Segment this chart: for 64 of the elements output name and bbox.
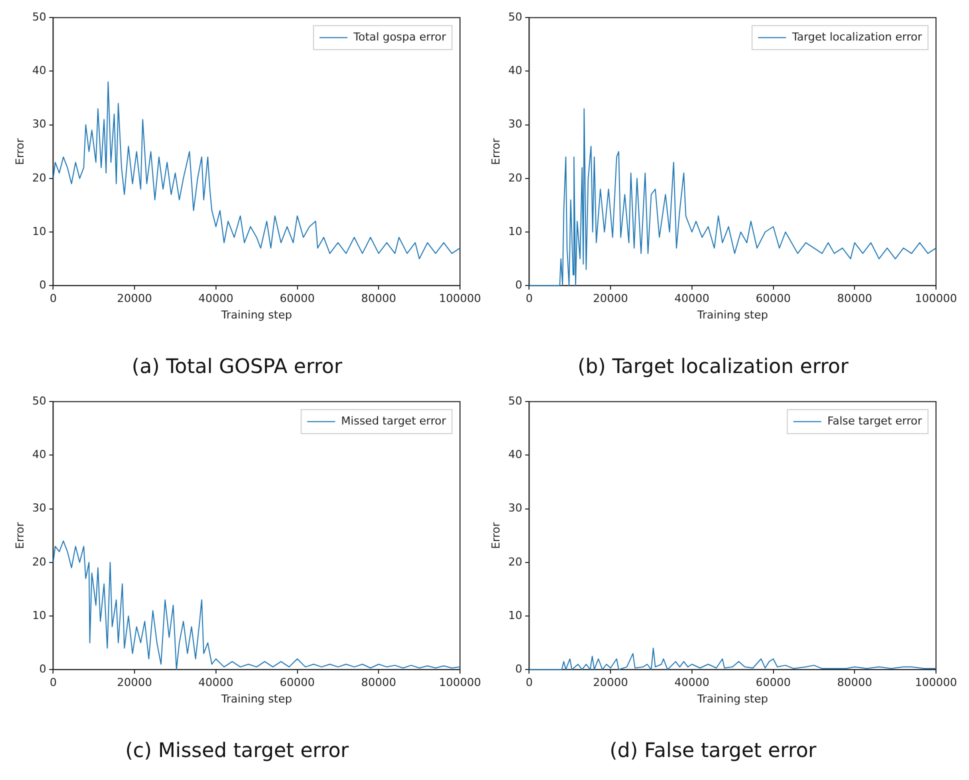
- y-tick-label: 50: [32, 10, 46, 24]
- legend-label: Missed target error: [341, 414, 446, 428]
- x-tick-label: 100000: [439, 292, 482, 306]
- y-tick-label: 10: [508, 224, 522, 238]
- y-tick-label: 20: [32, 555, 46, 568]
- x-tick-label: 20000: [593, 676, 628, 690]
- x-tick-label: 80000: [361, 292, 396, 306]
- x-tick-label: 100000: [915, 676, 958, 690]
- x-axis-title: Training step: [696, 308, 768, 322]
- y-tick-label: 40: [32, 448, 46, 462]
- y-tick-label: 10: [508, 608, 522, 622]
- y-tick-label: 10: [32, 608, 46, 622]
- y-tick-label: 0: [515, 278, 522, 292]
- y-tick-label: 20: [32, 171, 46, 184]
- x-tick-label: 20000: [117, 292, 152, 306]
- legend-label: Total gospa error: [352, 30, 446, 44]
- x-tick-label: 20000: [117, 676, 152, 690]
- y-axis-title: Error: [13, 522, 26, 550]
- x-tick-label: 0: [50, 676, 57, 690]
- y-tick-label: 20: [508, 171, 522, 184]
- text: (a) Total GOSPA error: [132, 354, 343, 378]
- x-tick-label: 60000: [756, 292, 791, 306]
- y-axis-title: Error: [13, 138, 26, 166]
- x-tick-label: 100000: [439, 676, 482, 690]
- y-axis-title: Error: [489, 138, 502, 166]
- y-tick-label: 30: [508, 118, 522, 131]
- legend-label: Target localization error: [791, 30, 922, 44]
- x-tick-label: 20000: [593, 292, 628, 306]
- x-axis-title: Training step: [220, 308, 292, 322]
- x-tick-label: 80000: [361, 676, 396, 690]
- x-tick-label: 60000: [280, 676, 315, 690]
- y-tick-label: 0: [515, 662, 522, 676]
- x-tick-label: 0: [526, 676, 533, 690]
- x-tick-label: 0: [526, 292, 533, 306]
- y-tick-label: 30: [32, 118, 46, 131]
- x-tick-label: 40000: [674, 676, 710, 690]
- x-tick-label: 0: [50, 292, 57, 306]
- legend-label: False target error: [827, 414, 922, 428]
- y-tick-label: 50: [32, 394, 46, 408]
- y-tick-label: 50: [508, 10, 522, 24]
- x-tick-label: 40000: [198, 676, 234, 690]
- text: (d) False target error: [610, 738, 818, 762]
- x-tick-label: 40000: [674, 292, 710, 306]
- x-axis-title: Training step: [220, 692, 292, 706]
- y-tick-label: 30: [32, 502, 46, 515]
- y-tick-label: 0: [39, 662, 46, 676]
- y-tick-label: 40: [32, 64, 46, 78]
- y-tick-label: 30: [508, 502, 522, 515]
- text: (c) Missed target error: [125, 738, 350, 762]
- y-tick-label: 50: [508, 394, 522, 408]
- y-tick-label: 0: [39, 278, 46, 292]
- x-axis-title: Training step: [696, 692, 768, 706]
- x-tick-label: 60000: [756, 676, 791, 690]
- x-tick-label: 40000: [198, 292, 234, 306]
- y-tick-label: 40: [508, 448, 522, 462]
- x-tick-label: 80000: [837, 292, 872, 306]
- y-tick-label: 10: [32, 224, 46, 238]
- x-tick-label: 100000: [915, 292, 958, 306]
- y-axis-title: Error: [489, 522, 502, 550]
- text: (b) Target localization error: [578, 354, 850, 378]
- x-tick-label: 80000: [837, 676, 872, 690]
- x-tick-label: 60000: [280, 292, 315, 306]
- y-tick-label: 20: [508, 555, 522, 568]
- y-tick-label: 40: [508, 64, 522, 78]
